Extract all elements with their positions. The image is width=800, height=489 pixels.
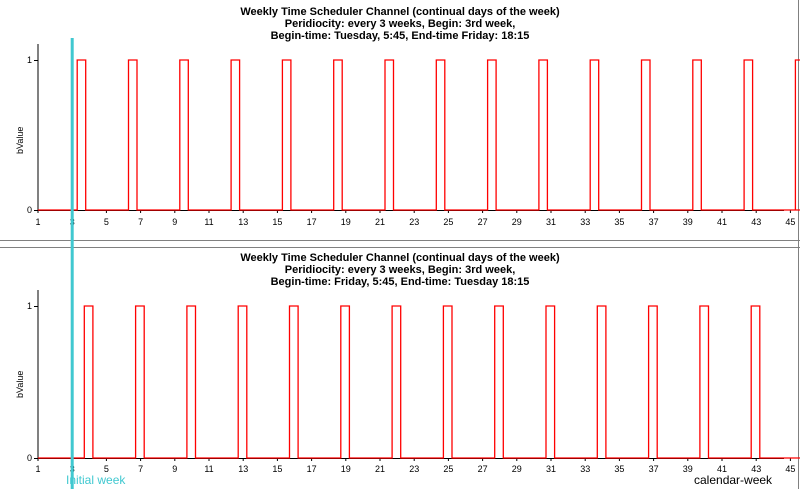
chart1-x-tick-label-8: 17 bbox=[307, 217, 317, 227]
chart1-title-line-2: Peridiocity: every 3 weeks, Begin: 3rd w… bbox=[284, 18, 516, 30]
chart2-x-tick-label-20: 41 bbox=[717, 464, 727, 474]
chart1-x-tick-label-10: 21 bbox=[375, 217, 385, 227]
chart2-x-tick-label-0: 1 bbox=[35, 464, 40, 474]
chart1-x-tick-label-21: 43 bbox=[751, 217, 761, 227]
chart1-x-tick-label-7: 15 bbox=[272, 217, 282, 227]
chart2-title-line-3: Begin-time: Friday, 5:45, End-time: Tues… bbox=[270, 276, 530, 288]
chart2-y-tick-label-0: 0 bbox=[27, 453, 32, 463]
chart2-pulse-3 bbox=[238, 306, 247, 458]
chart1-pulse-4 bbox=[282, 60, 291, 210]
chart1-pulse-11 bbox=[641, 60, 650, 210]
initial-week-caption: Initial week bbox=[66, 473, 126, 487]
chart1-signal-line bbox=[38, 59, 800, 211]
chart2-title-line-2: Peridiocity: every 3 weeks, Begin: 3rd w… bbox=[284, 264, 516, 276]
chart2-x-tick-label-2: 5 bbox=[104, 464, 109, 474]
chart1-x-tick-label-14: 29 bbox=[512, 217, 522, 227]
chart2-x-tick-label-11: 23 bbox=[409, 464, 419, 474]
chart2-pulse-0 bbox=[84, 306, 93, 458]
chart1-pulse-9 bbox=[539, 60, 548, 210]
chart1-x-tick-label-17: 35 bbox=[614, 217, 624, 227]
chart1-pulse-8 bbox=[488, 60, 497, 210]
chart2-pulse-12 bbox=[700, 306, 709, 458]
chart1-x-tick-label-3: 7 bbox=[138, 217, 143, 227]
chart1-pulse-6 bbox=[385, 60, 394, 210]
chart1-pulse-3 bbox=[231, 60, 240, 210]
chart1-y-tick-label-0: 0 bbox=[27, 205, 32, 215]
chart2-title-line-1: Weekly Time Scheduler Channel (continual… bbox=[240, 252, 560, 264]
chart1-x-tick-label-11: 23 bbox=[409, 217, 419, 227]
chart1-x-tick-label-6: 13 bbox=[238, 217, 248, 227]
chart1-x-tick-label-5: 11 bbox=[204, 217, 213, 227]
chart2-x-tick-label-16: 33 bbox=[580, 464, 590, 474]
chart1-title-line-3: Begin-time: Tuesday, 5:45, End-time Frid… bbox=[270, 30, 530, 42]
chart1-x-tick-label-9: 19 bbox=[341, 217, 351, 227]
chart1-x-tick-label-16: 33 bbox=[580, 217, 590, 227]
chart2-x-tick-label-13: 27 bbox=[478, 464, 488, 474]
chart1-y-tick-label-1: 1 bbox=[27, 55, 32, 65]
chart2-x-tick-label-5: 11 bbox=[204, 464, 213, 474]
chart2-x-tick-label-8: 17 bbox=[307, 464, 317, 474]
chart2-x-tick-label-10: 21 bbox=[375, 464, 385, 474]
chart2-x-tick-label-4: 9 bbox=[172, 464, 177, 474]
calendar-week-caption: calendar-week bbox=[694, 473, 773, 487]
chart1-x-tick-label-22: 45 bbox=[785, 217, 795, 227]
chart2-x-tick-label-6: 13 bbox=[238, 464, 248, 474]
chart2-pulse-6 bbox=[392, 306, 401, 458]
chart2-pulse-1 bbox=[136, 306, 145, 458]
chart1-x-tick-label-12: 25 bbox=[443, 217, 453, 227]
chart1-x-tick-label-20: 41 bbox=[717, 217, 727, 227]
chart2-x-tick-label-3: 7 bbox=[138, 464, 143, 474]
chart1-x-tick-label-13: 27 bbox=[478, 217, 488, 227]
chart2-x-tick-label-19: 39 bbox=[683, 464, 693, 474]
chart2-pulse-13 bbox=[751, 306, 760, 458]
chart2-y-axis-label: bValue bbox=[15, 370, 25, 398]
chart2-y-tick-label-1: 1 bbox=[27, 301, 32, 311]
chart1-x-tick-label-2: 5 bbox=[104, 217, 109, 227]
chart1-pulse-2 bbox=[180, 60, 189, 210]
chart2-pulse-7 bbox=[443, 306, 452, 458]
chart1-pulse-5 bbox=[334, 60, 343, 210]
chart1-pulse-14 bbox=[795, 60, 800, 210]
chart1-pulse-10 bbox=[590, 60, 599, 210]
chart1-pulse-7 bbox=[436, 60, 445, 210]
chart2-x-tick-label-9: 19 bbox=[341, 464, 351, 474]
chart1-title-line-1: Weekly Time Scheduler Channel (continual… bbox=[240, 6, 560, 18]
chart1-x-tick-label-0: 1 bbox=[35, 217, 40, 227]
chart2-pulse-5 bbox=[341, 306, 350, 458]
chart1-x-tick-label-19: 39 bbox=[683, 217, 693, 227]
chart2-pulse-2 bbox=[187, 306, 196, 458]
chart1-y-axis-label: bValue bbox=[15, 126, 25, 154]
chart1-pulse-12 bbox=[693, 60, 702, 210]
chart1-pulse-0 bbox=[77, 60, 86, 210]
chart2-x-tick-label-15: 31 bbox=[546, 464, 556, 474]
chart2-x-tick-label-21: 43 bbox=[751, 464, 761, 474]
chart1-x-tick-label-18: 37 bbox=[649, 217, 659, 227]
chart2-pulse-9 bbox=[546, 306, 555, 458]
chart1-pulse-1 bbox=[128, 60, 137, 210]
chart2-signal-line bbox=[38, 305, 800, 459]
chart2-x-tick-label-17: 35 bbox=[614, 464, 624, 474]
chart2-x-tick-label-22: 45 bbox=[785, 464, 795, 474]
chart1-pulse-13 bbox=[744, 60, 753, 210]
chart2-x-tick-label-18: 37 bbox=[649, 464, 659, 474]
chart2-x-tick-label-7: 15 bbox=[272, 464, 282, 474]
chart2-x-tick-label-12: 25 bbox=[443, 464, 453, 474]
chart2-pulse-11 bbox=[649, 306, 658, 458]
chart1-x-tick-label-15: 31 bbox=[546, 217, 556, 227]
chart1-x-tick-label-4: 9 bbox=[172, 217, 177, 227]
chart2-x-tick-label-14: 29 bbox=[512, 464, 522, 474]
chart2-pulse-4 bbox=[290, 306, 299, 458]
chart2-pulse-8 bbox=[495, 306, 504, 458]
chart2-pulse-10 bbox=[597, 306, 606, 458]
